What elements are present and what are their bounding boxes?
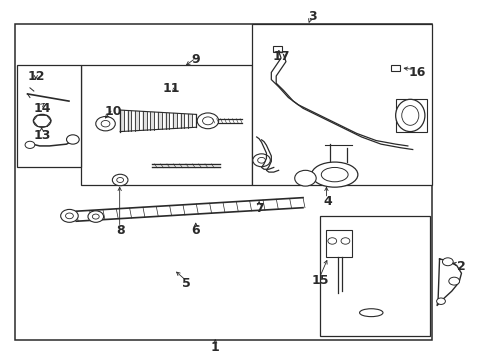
- Circle shape: [65, 213, 73, 219]
- Bar: [15, 24, 431, 339]
- Text: 4: 4: [323, 195, 331, 208]
- Polygon shape: [173, 113, 177, 129]
- Text: 10: 10: [104, 105, 122, 118]
- Polygon shape: [188, 114, 192, 127]
- Circle shape: [112, 174, 128, 186]
- Text: 14: 14: [33, 102, 51, 115]
- Ellipse shape: [321, 167, 347, 182]
- Polygon shape: [158, 112, 162, 129]
- Circle shape: [61, 210, 78, 222]
- Text: 1: 1: [210, 341, 219, 354]
- Circle shape: [448, 277, 459, 285]
- Circle shape: [340, 238, 349, 244]
- Ellipse shape: [395, 99, 424, 132]
- Circle shape: [197, 113, 218, 129]
- Circle shape: [436, 298, 445, 305]
- Circle shape: [66, 135, 79, 144]
- Ellipse shape: [359, 309, 382, 317]
- Text: 16: 16: [408, 66, 426, 79]
- Polygon shape: [150, 112, 154, 130]
- Text: 9: 9: [191, 53, 200, 66]
- Circle shape: [257, 157, 265, 163]
- Circle shape: [327, 238, 336, 244]
- Circle shape: [294, 170, 316, 186]
- Polygon shape: [142, 111, 146, 130]
- Bar: [320, 216, 429, 336]
- Circle shape: [88, 211, 103, 222]
- Text: 8: 8: [116, 224, 124, 237]
- Circle shape: [202, 117, 213, 125]
- Text: 6: 6: [191, 224, 200, 237]
- Text: 17: 17: [272, 50, 289, 63]
- Circle shape: [442, 258, 452, 266]
- Ellipse shape: [311, 162, 357, 187]
- Text: 7: 7: [254, 202, 263, 215]
- Circle shape: [92, 214, 99, 219]
- Circle shape: [117, 177, 123, 183]
- Polygon shape: [180, 114, 184, 128]
- Text: 12: 12: [27, 69, 45, 82]
- Bar: [81, 65, 251, 185]
- Text: 5: 5: [181, 278, 190, 291]
- Polygon shape: [165, 113, 169, 129]
- Polygon shape: [135, 111, 139, 131]
- Polygon shape: [120, 110, 123, 132]
- Bar: [326, 230, 351, 257]
- Polygon shape: [127, 111, 131, 131]
- Text: 11: 11: [163, 82, 180, 95]
- Circle shape: [96, 117, 115, 131]
- Circle shape: [33, 114, 51, 127]
- Bar: [390, 65, 399, 71]
- Text: 13: 13: [33, 129, 51, 142]
- Bar: [251, 24, 431, 185]
- Ellipse shape: [401, 105, 418, 125]
- Circle shape: [101, 121, 110, 127]
- Bar: [272, 46, 282, 52]
- Text: 3: 3: [308, 10, 316, 23]
- Text: 2: 2: [456, 260, 465, 273]
- Bar: [395, 99, 427, 132]
- Circle shape: [25, 141, 35, 148]
- Circle shape: [252, 154, 270, 167]
- Polygon shape: [436, 259, 461, 306]
- Bar: [17, 65, 81, 167]
- Text: 15: 15: [311, 274, 328, 287]
